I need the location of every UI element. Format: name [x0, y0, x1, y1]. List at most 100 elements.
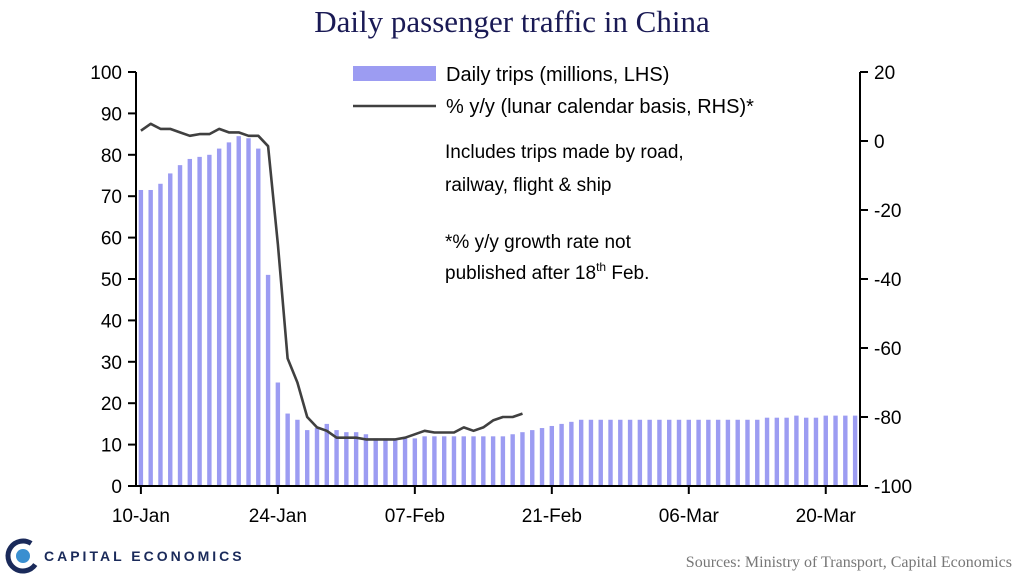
right-tick-label: -80 [874, 408, 901, 429]
bar [764, 417, 770, 486]
left-tick-label: 80 [101, 146, 122, 167]
bar [393, 438, 398, 486]
bar [432, 436, 437, 486]
bar [823, 415, 828, 486]
bar [657, 419, 662, 486]
note-line-3: *% y/y growth rate not [445, 232, 632, 253]
left-tick-label: 40 [101, 311, 122, 332]
x-tick-label: 21-Feb [522, 506, 582, 527]
bar [246, 138, 251, 487]
yoy-line [140, 122, 523, 441]
tick-labels: 0 10 20 30 40 50 60 70 80 90 100 -100 -80 -60 -40 -20 0 2… [90, 63, 912, 527]
bar [490, 436, 496, 486]
left-tick-label: 30 [101, 353, 122, 374]
bar [236, 136, 241, 487]
bar [187, 158, 193, 486]
bar [706, 419, 711, 486]
x-tick-label: 06-Mar [659, 506, 720, 527]
bar [138, 189, 144, 487]
capital-economics-logo: CAPITAL ECONOMICS [4, 536, 245, 576]
bar [588, 419, 594, 486]
bar [578, 419, 584, 486]
bar [647, 419, 652, 486]
legend-swatch-bars [353, 66, 436, 81]
bar [471, 436, 476, 486]
bar [363, 434, 369, 486]
note-line-4: published after 18th Feb. [445, 260, 649, 284]
bar [627, 419, 633, 486]
bar [686, 419, 691, 486]
bar [177, 165, 183, 486]
note-line-4-sup: th [596, 260, 606, 274]
bar [265, 274, 271, 486]
bar [256, 148, 261, 486]
note-line-1: Includes trips made by road, [445, 142, 684, 163]
right-tick-label: -20 [874, 201, 901, 222]
bar [784, 417, 789, 486]
bar [794, 415, 799, 486]
bar [510, 434, 515, 486]
right-tick-label: -60 [874, 339, 901, 360]
bar [637, 419, 643, 486]
left-tick-label: 60 [101, 229, 122, 250]
bar [843, 415, 848, 486]
bar [216, 148, 222, 486]
bar [168, 173, 173, 486]
bar [324, 423, 329, 486]
bar [618, 419, 623, 486]
bar [353, 432, 359, 486]
bar [608, 419, 613, 486]
bar [774, 417, 780, 486]
right-tick-label: 0 [874, 132, 885, 153]
bar [402, 438, 408, 486]
bar [530, 430, 535, 486]
bar [549, 425, 555, 486]
left-tick-label: 50 [101, 270, 122, 291]
legend-label-line: % y/y (lunar calendar basis, RHS)* [446, 96, 754, 118]
bar [539, 428, 545, 486]
bar [226, 142, 232, 486]
left-tick-label: 20 [101, 394, 122, 415]
bar [852, 415, 858, 486]
bar [461, 436, 466, 486]
bar [725, 419, 731, 486]
bar [314, 428, 320, 486]
bar [598, 419, 603, 486]
note-line-4b: Feb. [606, 263, 649, 284]
bar [667, 419, 672, 486]
bar [451, 436, 457, 486]
left-tick-label: 70 [101, 187, 122, 208]
note-line-2: railway, flight & ship [445, 175, 612, 196]
bar [383, 438, 388, 486]
bar [500, 436, 506, 486]
bar [481, 436, 486, 486]
bar [441, 436, 447, 486]
x-tick-label: 24-Jan [249, 506, 307, 527]
left-tick-label: 0 [111, 477, 122, 498]
bar [197, 156, 202, 486]
bar [295, 419, 300, 486]
bar [569, 421, 574, 486]
x-tick-label: 20-Mar [796, 506, 857, 527]
bar [833, 415, 838, 486]
bar [373, 438, 378, 486]
bar [745, 419, 750, 486]
left-tick-label: 90 [101, 104, 122, 125]
bar [422, 436, 427, 486]
bar [520, 432, 525, 486]
bar [275, 382, 281, 486]
source-note: Sources: Ministry of Transport, Capital … [685, 554, 1012, 571]
bar [305, 430, 310, 486]
logo-text: CAPITAL ECONOMICS [44, 548, 245, 564]
left-tick-label: 10 [101, 436, 122, 457]
x-tick-label: 10-Jan [112, 506, 170, 527]
bar [813, 417, 819, 486]
logo-mark-icon [5, 538, 41, 574]
bar [696, 419, 701, 486]
bar [207, 154, 212, 487]
legend-label-bars: Daily trips (millions, LHS) [446, 64, 669, 86]
bar-series [138, 136, 858, 487]
bar [148, 189, 153, 487]
bar [334, 430, 339, 486]
